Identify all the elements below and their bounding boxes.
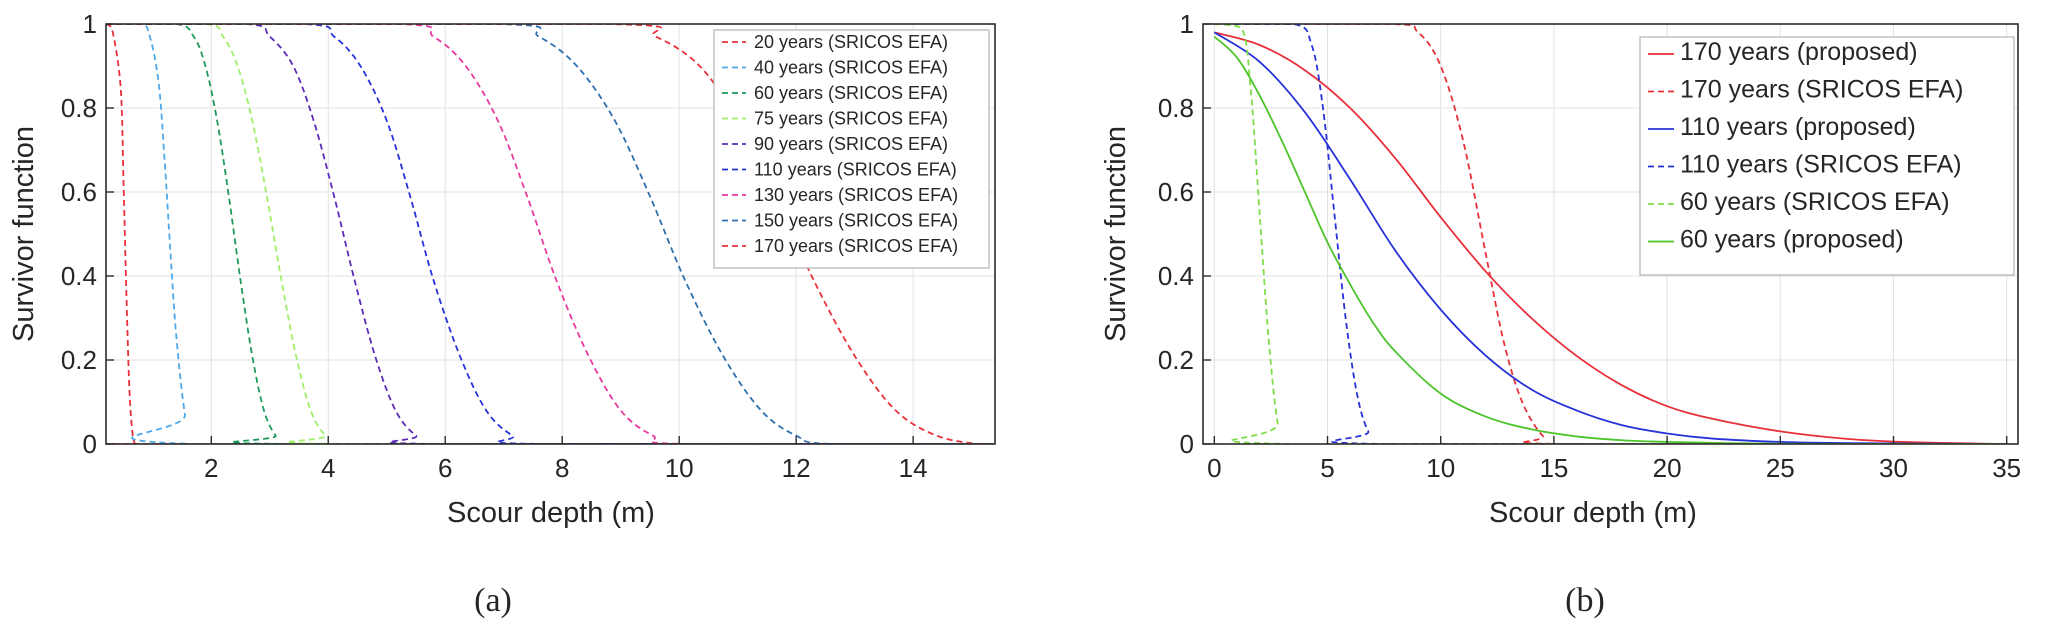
panel-a-legend-box: [713, 29, 990, 269]
panel-b-legend: 170 years (proposed) 170 years (SRICOS EF…: [1639, 36, 2015, 276]
panel-a-x-tick-label: 4: [321, 453, 335, 483]
panel-a-series-line-6: [106, 24, 995, 444]
panel-b-caption: (b): [1565, 582, 1605, 619]
panel-b-y-tick-label: 0.8: [1158, 93, 1194, 123]
panel-b-y-axis-label: Survivor function: [1100, 126, 1132, 342]
panel-b-legend-label-4: 110 years (SRICOS EFA): [1680, 151, 1962, 179]
panel-a-series-line-2: [106, 24, 995, 444]
panel-b-x-tick-label: 5: [1320, 453, 1334, 483]
panel-b-axes-box: [1202, 23, 2019, 445]
panel-b-x-tick-labels: 0 5 10 15 20 25 30 35: [1207, 436, 2021, 483]
panel-a-y-tick-labels: 0 0.2 0.4 0.6 0.8 1: [61, 9, 114, 459]
panel-a-y-tick-label: 0.4: [61, 261, 97, 291]
panel-a-x-tick-label: 2: [204, 453, 218, 483]
panel-a-legend-label-7: 130 years (SRICOS EFA): [754, 185, 958, 205]
panel-a-y-tick-label: 1: [83, 9, 97, 39]
panel-b-x-tick-label: 20: [1653, 453, 1682, 483]
panel-a-y-tick-label: 0: [83, 429, 97, 459]
panel-a-x-tick-labels: 2 4 6 8 10 12 14: [204, 436, 928, 483]
panel-a-x-tick-label: 8: [555, 453, 569, 483]
panel-b-legend-box: [1639, 36, 2015, 276]
panel-b-x-tick-label: 35: [1992, 453, 2021, 483]
panel-b-y-tick-label: 0.2: [1158, 345, 1194, 375]
panel-b-y-tick-labels: 0 0.2 0.4 0.6 0.8 1: [1158, 9, 1211, 459]
panel-b-x-tick-label: 10: [1426, 453, 1455, 483]
panel-a-y-tick-label: 0.6: [61, 177, 97, 207]
panel-b-x-tick-label: 30: [1879, 453, 1908, 483]
panel-b-y-tick-label: 0: [1180, 429, 1194, 459]
panel-a-x-tick-label: 12: [782, 453, 811, 483]
panel-b-x-tick-label: 15: [1539, 453, 1568, 483]
panel-b-legend-label-5: 60 years (SRICOS EFA): [1680, 188, 1950, 216]
panel-b-y-tick-label: 0.4: [1158, 261, 1194, 291]
panel-a-series-line-3: [106, 24, 995, 444]
panel-a-y-tick-label: 0.8: [61, 93, 97, 123]
panel-a-legend-label-6: 110 years (SRICOS EFA): [754, 160, 957, 180]
panel-a-y-axis-label: Survivor function: [8, 126, 40, 342]
panel-a-series-line-7: [106, 24, 995, 444]
panel-b-series-line-2: [1214, 24, 2007, 444]
panel-b-x-tick-label: 25: [1766, 453, 1795, 483]
panel-b-y-tick-label: 0.6: [1158, 177, 1194, 207]
panel-a-x-tick-label: 6: [438, 453, 452, 483]
panel-b-x-tick-label: 0: [1207, 453, 1221, 483]
panel-a-legend-label-5: 90 years (SRICOS EFA): [754, 134, 948, 154]
panel-b-legend-label-6: 60 years (proposed): [1680, 226, 1904, 254]
panel-a-x-tick-label: 14: [899, 453, 928, 483]
panel-a-legend-label-8: 150 years (SRICOS EFA): [754, 211, 958, 231]
panel-a-legend-label-1: 20 years (SRICOS EFA): [754, 32, 948, 52]
panel-b-series-line-1: [1214, 31, 2007, 444]
panel-a-legend-label-2: 40 years (SRICOS EFA): [754, 58, 948, 78]
panel-a-legend-label-4: 75 years (SRICOS EFA): [754, 109, 948, 129]
panel-a-axes-box: [105, 23, 996, 445]
panel-b-x-axis-label: Scour depth (m): [1489, 497, 1697, 529]
panel-b-legend-label-1: 170 years (proposed): [1680, 38, 1918, 66]
panel-a-caption: (a): [474, 582, 512, 619]
panel-b-legend-label-2: 170 years (SRICOS EFA): [1680, 76, 1963, 104]
panel-b-legend-label-3: 110 years (proposed): [1680, 113, 1916, 141]
panel-b-chart: 0 5 10 15 20 25 30 35 0 0.2 0.4 0.6 0.8 1 Scour dept…: [1100, 9, 2021, 619]
panel-a-legend-label-3: 60 years (SRICOS EFA): [754, 83, 948, 103]
panel-b-y-tick-label: 1: [1180, 9, 1194, 39]
panel-a-legend: 20 years (SRICOS EFA) 40 years (SRICOS EF…: [713, 29, 990, 269]
panel-a-legend-label-9: 170 years (SRICOS EFA): [754, 236, 958, 256]
panel-a-chart: 2 4 6 8 10 12 14 0 0.2 0.4 0.6 0.8 1 Scour depth (m…: [8, 9, 996, 619]
panel-a-x-axis-label: Scour depth (m): [447, 497, 655, 529]
panel-a-y-tick-label: 0.2: [61, 345, 97, 375]
panel-a-x-tick-label: 10: [665, 453, 694, 483]
